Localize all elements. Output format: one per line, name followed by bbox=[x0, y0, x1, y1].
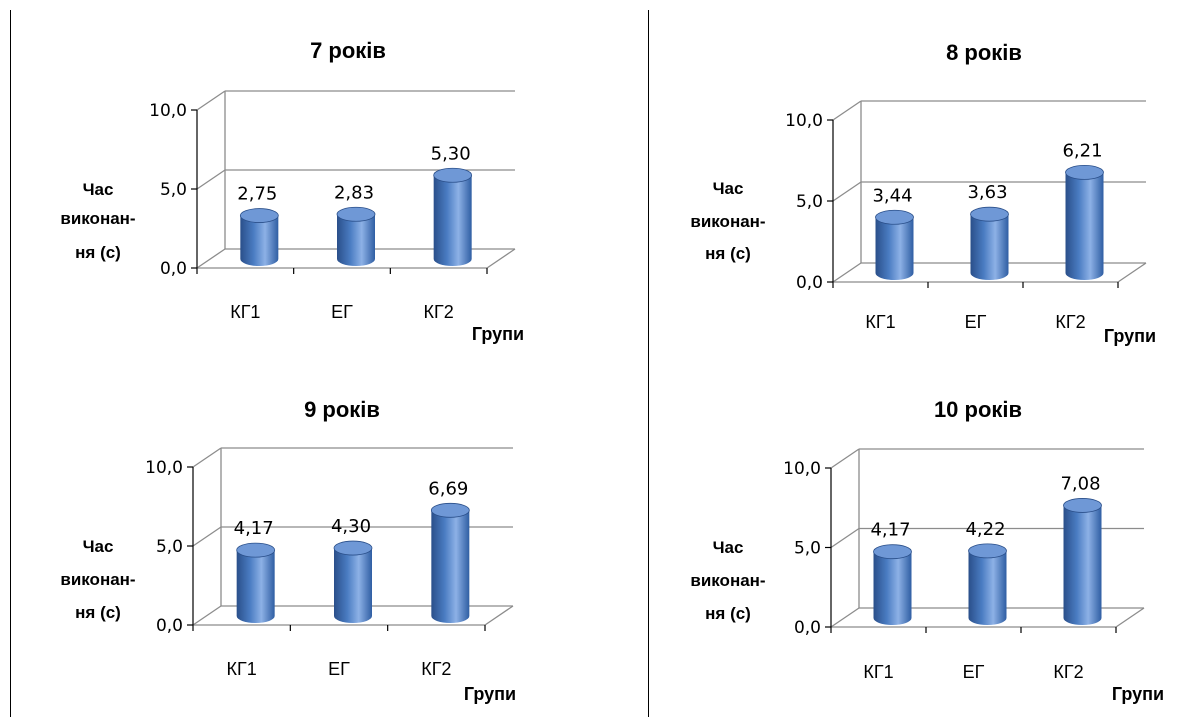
y-tick-label: 10,0 bbox=[783, 459, 821, 479]
data-label: 3,63 bbox=[967, 182, 1007, 203]
y-axis-label: ня (с) bbox=[705, 244, 751, 263]
bar-top bbox=[236, 542, 276, 558]
x-tick-label: КГ1 bbox=[865, 312, 895, 332]
bar-top bbox=[1065, 164, 1104, 180]
grid-diagonal bbox=[832, 262, 862, 283]
y-axis-label: виконан- bbox=[690, 212, 765, 231]
bar-top bbox=[968, 543, 1007, 559]
x-tick-label: КГ1 bbox=[863, 662, 893, 682]
bar-top bbox=[239, 208, 279, 223]
x-tick-label: КГ1 bbox=[230, 302, 260, 322]
bar-cylinder bbox=[873, 551, 912, 626]
x-tick-label: ЕГ bbox=[965, 312, 987, 332]
floor-right-edge bbox=[486, 248, 516, 269]
chart-title: 9 років bbox=[304, 397, 380, 422]
bar-top bbox=[336, 206, 376, 222]
y-tick-label: 10,0 bbox=[149, 101, 187, 121]
y-axis-label: ня (с) bbox=[705, 604, 751, 623]
chart-title: 8 років bbox=[946, 40, 1022, 65]
y-axis-label: Час bbox=[713, 179, 744, 198]
y-axis-label: виконан- bbox=[60, 570, 135, 589]
y-tick-label: 5,0 bbox=[160, 180, 187, 200]
bar-cylinder bbox=[1063, 505, 1102, 626]
bar-cylinder bbox=[337, 214, 375, 266]
data-label: 6,21 bbox=[1062, 140, 1102, 161]
bar-top bbox=[1063, 498, 1102, 513]
grid-diagonal bbox=[192, 605, 222, 626]
y-axis-label: ня (с) bbox=[75, 603, 121, 622]
bar-top bbox=[333, 540, 373, 556]
bar-cylinder bbox=[236, 550, 275, 623]
data-label: 4,17 bbox=[870, 520, 910, 541]
bar-cylinder bbox=[970, 214, 1009, 280]
grid-diagonal bbox=[830, 607, 860, 628]
grid-diagonal bbox=[832, 100, 862, 121]
bar-cylinder bbox=[431, 510, 470, 624]
floor-right-edge bbox=[1117, 262, 1147, 283]
y-tick-label: 5,0 bbox=[156, 537, 183, 557]
y-tick-label: 0,0 bbox=[156, 616, 183, 636]
y-axis-label: виконан- bbox=[60, 209, 135, 228]
grid-diagonal bbox=[192, 526, 222, 547]
data-label: 6,69 bbox=[428, 478, 468, 499]
grid-diagonal bbox=[196, 248, 226, 269]
bar-cylinder bbox=[875, 217, 914, 280]
data-label: 5,30 bbox=[431, 143, 471, 164]
grid-diagonal bbox=[196, 90, 226, 111]
data-label: 4,30 bbox=[331, 516, 371, 537]
bar-cylinder bbox=[240, 215, 279, 266]
grid-diagonal bbox=[830, 527, 860, 549]
bar-top bbox=[873, 544, 912, 560]
x-tick-label: КГ2 bbox=[1055, 312, 1085, 332]
x-tick-label: КГ2 bbox=[424, 302, 454, 322]
bar-top bbox=[970, 206, 1009, 222]
y-axis-label: Час bbox=[83, 537, 114, 556]
grid-diagonal bbox=[196, 169, 226, 190]
x-tick-label: ЕГ bbox=[328, 659, 350, 679]
floor-right-edge bbox=[484, 605, 514, 626]
x-tick-label: ЕГ bbox=[963, 662, 985, 682]
y-axis-label: Час bbox=[713, 538, 744, 557]
y-tick-label: 0,0 bbox=[160, 259, 187, 279]
x-axis-label: Групи bbox=[1104, 326, 1156, 346]
data-label: 2,83 bbox=[334, 182, 374, 203]
y-axis-label: ня (с) bbox=[75, 243, 121, 262]
y-tick-label: 0,0 bbox=[794, 618, 821, 638]
bar-top bbox=[430, 502, 470, 518]
grid-diagonal bbox=[832, 181, 862, 202]
data-label: 4,22 bbox=[965, 519, 1005, 540]
x-tick-label: ЕГ bbox=[331, 302, 353, 322]
x-tick-label: КГ1 bbox=[227, 659, 257, 679]
chart-title: 10 років bbox=[934, 397, 1022, 422]
bar-cylinder bbox=[334, 548, 372, 623]
grid-diagonal bbox=[830, 448, 860, 469]
left-divider-line bbox=[10, 10, 11, 717]
data-label: 2,75 bbox=[237, 184, 277, 205]
y-tick-label: 0,0 bbox=[796, 273, 823, 293]
bar-top bbox=[875, 209, 914, 225]
data-label: 4,17 bbox=[234, 518, 274, 539]
y-axis-label: виконан- bbox=[690, 571, 765, 590]
x-axis-label: Групи bbox=[1112, 684, 1164, 704]
floor-right-edge bbox=[1115, 607, 1145, 628]
x-tick-label: КГ2 bbox=[1053, 662, 1083, 682]
grid-diagonal bbox=[192, 447, 222, 468]
data-label: 7,08 bbox=[1060, 473, 1100, 494]
bar-top bbox=[433, 167, 473, 183]
y-tick-label: 10,0 bbox=[145, 458, 183, 478]
y-tick-label: 10,0 bbox=[785, 111, 823, 131]
center-divider-line bbox=[648, 10, 649, 717]
y-tick-label: 5,0 bbox=[794, 539, 821, 559]
x-axis-label: Групи bbox=[472, 324, 524, 344]
bar-cylinder bbox=[968, 550, 1007, 626]
y-axis-label: Час bbox=[83, 180, 114, 199]
x-tick-label: КГ2 bbox=[421, 659, 451, 679]
bar-cylinder bbox=[433, 175, 472, 266]
y-tick-label: 5,0 bbox=[796, 192, 823, 212]
x-axis-label: Групи bbox=[464, 684, 516, 704]
chart-title: 7 років bbox=[310, 38, 386, 63]
data-label: 3,44 bbox=[872, 185, 912, 206]
bar-cylinder bbox=[1065, 172, 1104, 280]
